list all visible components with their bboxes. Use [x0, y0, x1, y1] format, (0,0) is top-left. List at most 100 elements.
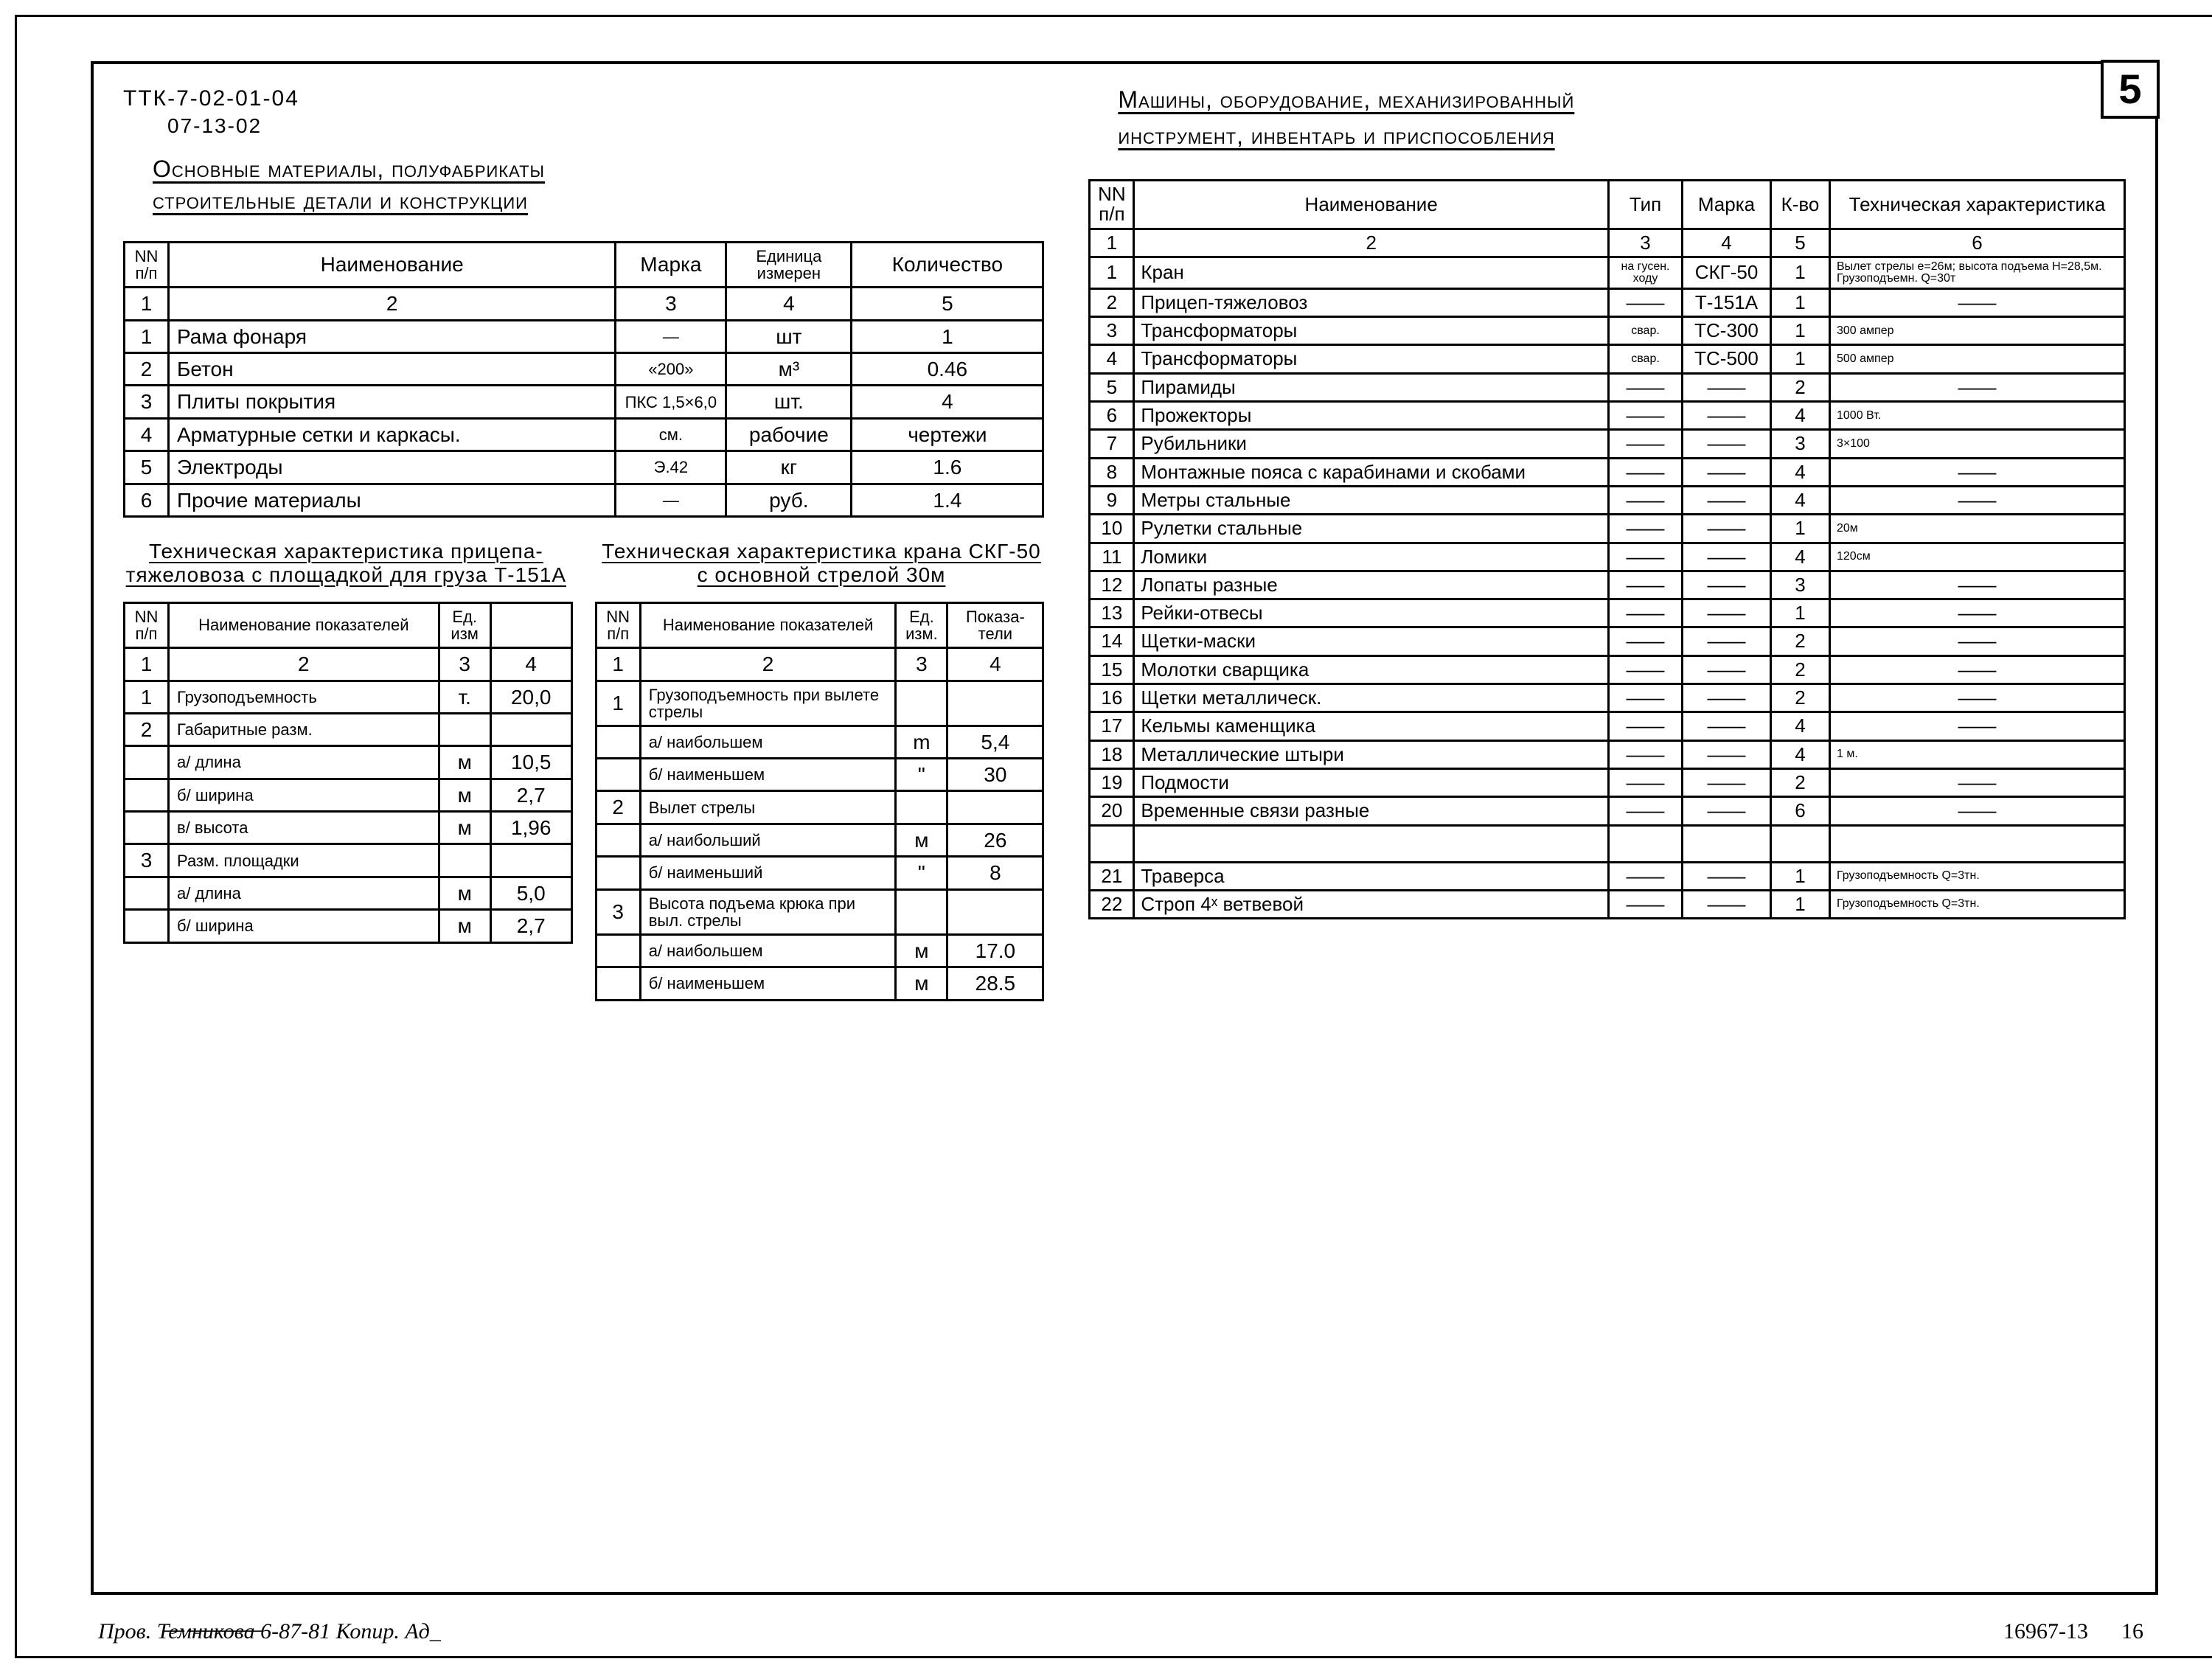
cell-qty: 4 — [1771, 543, 1830, 571]
cell-qty — [1771, 825, 1830, 862]
mid-title-trailer: Техническая характеристика прицепа-тяжел… — [123, 540, 569, 587]
cell-char: 120см — [1830, 543, 2125, 571]
cell-name: Молотки сварщика — [1134, 655, 1609, 684]
cell-val: 5,0 — [490, 877, 571, 909]
cell-n: 6 — [1090, 402, 1134, 430]
cell-mark: «200» — [616, 352, 726, 385]
cell-n: 18 — [1090, 740, 1134, 768]
cell-unit: рабочие — [726, 418, 852, 451]
cell-mark: —— — [1683, 627, 1771, 655]
cell-unit — [896, 791, 947, 824]
table-row: 21Траверса————1Грузоподъемность Q=3тн. — [1090, 862, 2125, 890]
cell-name: Бетон — [169, 352, 616, 385]
cell-qty: 4 — [1771, 712, 1830, 740]
cell-type: на гусен. ходу — [1609, 257, 1683, 288]
cell-n — [125, 910, 169, 942]
cell-type: —— — [1609, 627, 1683, 655]
cell-val: 2,7 — [490, 910, 571, 942]
table-row: б/ ширинам2,7 — [125, 910, 572, 942]
cell-name: Рубильники — [1134, 430, 1609, 458]
cell-char: —— — [1830, 655, 2125, 684]
cell-name: Лопаты разные — [1134, 571, 1609, 599]
table-row: 13Рейки-отвесы————1—— — [1090, 599, 2125, 627]
table-row: 20Временные связи разные————6—— — [1090, 797, 2125, 825]
cell-n: 6 — [125, 484, 169, 516]
cell-n: 16 — [1090, 684, 1134, 712]
cell-qty: 1 — [1771, 257, 1830, 288]
cell-mark: —— — [1683, 599, 1771, 627]
cell-unit: м — [439, 812, 490, 844]
col-unit: Единица измерен — [726, 243, 852, 288]
cell-name: Рулетки стальные — [1134, 515, 1609, 543]
cell-qty: 1 — [852, 320, 1043, 352]
cell-char: 3×100 — [1830, 430, 2125, 458]
cell-n: 2 — [125, 352, 169, 385]
cell-qty: 1 — [1771, 345, 1830, 373]
page: 5 ТТК-7-02-01-04 07-13-02 Основные матер… — [15, 15, 2212, 1658]
cell-char: —— — [1830, 797, 2125, 825]
cell-n: 11 — [1090, 543, 1134, 571]
cell-qty: 1 — [1771, 288, 1830, 316]
cell-name: Габаритные разм. — [169, 713, 439, 745]
table-row: 2Прицеп-тяжеловоз——Т-151А1—— — [1090, 288, 2125, 316]
cell-val: 30 — [947, 759, 1043, 791]
cell-n: 1 — [125, 681, 169, 713]
col-nn: NN п/п — [125, 243, 169, 288]
table-row: 11Ломики————4120см — [1090, 543, 2125, 571]
cell-val: 17.0 — [947, 934, 1043, 967]
cell-name: Подмости — [1134, 768, 1609, 796]
cell-name: Монтажные пояса с карабинами и скобами — [1134, 458, 1609, 486]
cell-type: —— — [1609, 571, 1683, 599]
table-row: 5ЭлектродыЭ.42кг1.6 — [125, 451, 1043, 484]
cell-qty: 1.4 — [852, 484, 1043, 516]
cell-qty: 1 — [1771, 317, 1830, 345]
cell-qty: 3 — [1771, 571, 1830, 599]
cell-char: 20м — [1830, 515, 2125, 543]
cell-char: —— — [1830, 712, 2125, 740]
cell-n: 17 — [1090, 712, 1134, 740]
cell-n: 9 — [1090, 486, 1134, 514]
cell-type: —— — [1609, 486, 1683, 514]
cell-type: —— — [1609, 402, 1683, 430]
table-row: 3Высота подъема крюка при выл. стрелы — [596, 889, 1043, 934]
cell-type: —— — [1609, 768, 1683, 796]
cell-char: 1000 Вт. — [1830, 402, 2125, 430]
cell-mark: —— — [1683, 797, 1771, 825]
cell-unit: руб. — [726, 484, 852, 516]
cell-name: Трансформаторы — [1134, 317, 1609, 345]
cell-name: б/ наименьшем — [640, 967, 896, 1000]
cell-unit: шт. — [726, 386, 852, 418]
cell-qty: 1 — [1771, 890, 1830, 918]
table-row: 1Грузоподъемностьт.20,0 — [125, 681, 572, 713]
table-subhead-row: 1 2 3 4 5 — [125, 288, 1043, 320]
cell-char — [1830, 825, 2125, 862]
cell-qty: 1 — [1771, 862, 1830, 890]
cell-unit: " — [896, 857, 947, 889]
table-row: 7Рубильники————33×100 — [1090, 430, 2125, 458]
cell-name: Пирамиды — [1134, 373, 1609, 401]
cell-n: 1 — [596, 681, 640, 726]
doc-code-2: 07-13-02 — [167, 114, 1044, 138]
cell-mark: —— — [1683, 862, 1771, 890]
cell-mark: —— — [1683, 486, 1771, 514]
table-row: 4Трансформаторысвар.ТС-5001500 ампер — [1090, 345, 2125, 373]
cell-name: Метры стальные — [1134, 486, 1609, 514]
table-row: а/ длинам5,0 — [125, 877, 572, 909]
table-row: 15Молотки сварщика————2—— — [1090, 655, 2125, 684]
cell-name: б/ ширина — [169, 910, 439, 942]
cell-n: 5 — [125, 451, 169, 484]
table-row: 18Металлические штыри————41 м. — [1090, 740, 2125, 768]
table-row: 3Трансформаторысвар.ТС-3001300 ампер — [1090, 317, 2125, 345]
cell-mark: —— — [1683, 571, 1771, 599]
cell-val: 2,7 — [490, 779, 571, 811]
cell-n: 2 — [125, 713, 169, 745]
left-column: ТТК-7-02-01-04 07-13-02 Основные материа… — [123, 86, 1044, 1577]
cell-qty: 2 — [1771, 684, 1830, 712]
cell-n: 1 — [1090, 257, 1134, 288]
cell-n: 2 — [1090, 288, 1134, 316]
cell-qty: 4 — [1771, 740, 1830, 768]
cell-mark: — — [616, 320, 726, 352]
cell-n: 22 — [1090, 890, 1134, 918]
col-qty: Количество — [852, 243, 1043, 288]
mid-titles: Техническая характеристика прицепа-тяжел… — [123, 540, 1044, 587]
